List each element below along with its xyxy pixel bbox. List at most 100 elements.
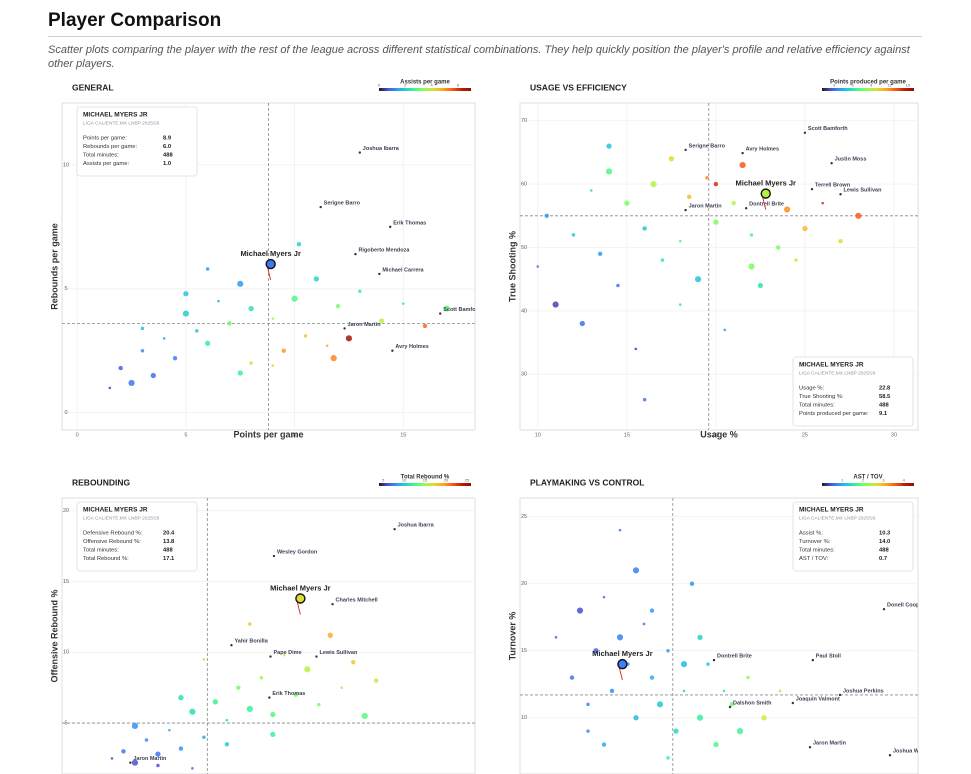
info-label: AST / TOV: xyxy=(799,556,828,562)
labeled-point xyxy=(741,151,744,155)
info-heading: MICHAEL MYERS JR xyxy=(799,362,864,369)
labeled-point xyxy=(838,693,842,697)
y-tick-label: 60 xyxy=(521,182,527,188)
league-point xyxy=(855,212,862,219)
league-point xyxy=(680,661,688,668)
chart-panel: REBOUNDING Joshua Ibarra Wesley Gordon Char… xyxy=(49,475,476,774)
labeled-point xyxy=(319,205,322,209)
point-label: Avry Holmes xyxy=(746,147,779,153)
league-point xyxy=(682,689,686,693)
panel-title: GENERAL xyxy=(72,82,114,92)
labeled-point xyxy=(358,151,361,154)
info-value: 9.1 xyxy=(879,411,888,417)
league-point xyxy=(313,276,319,282)
league-point xyxy=(237,280,244,287)
league-point xyxy=(757,282,764,289)
y-tick-label: 10 xyxy=(63,162,69,168)
colorbar-tick-label: 20 xyxy=(444,478,449,483)
league-point xyxy=(168,728,171,732)
league-point xyxy=(761,715,767,721)
info-heading: MICHAEL MYERS JR xyxy=(83,112,148,119)
league-point xyxy=(722,689,726,693)
league-point xyxy=(618,528,622,532)
info-label: Offensive Rebound %: xyxy=(83,539,141,545)
league-point xyxy=(642,397,647,402)
labeled-point xyxy=(888,754,892,757)
title-rule xyxy=(48,36,922,37)
league-point xyxy=(586,729,590,733)
labeled-point xyxy=(268,696,271,699)
info-box xyxy=(792,356,914,427)
y-tick-label: 50 xyxy=(521,245,527,251)
labeled-point xyxy=(230,644,233,647)
colorbar-tick-label: 6 xyxy=(457,83,460,88)
league-point xyxy=(660,258,665,262)
colorbar-tick-label: 1 xyxy=(841,478,844,483)
league-point xyxy=(616,634,624,641)
labeled-point xyxy=(728,705,732,709)
league-point xyxy=(802,225,808,232)
info-value: 22.8 xyxy=(879,386,891,392)
league-point xyxy=(304,666,311,673)
colorbar-tick-label: 3 xyxy=(882,478,885,483)
labeled-point xyxy=(810,187,814,191)
point-label: Jaron Martin xyxy=(133,756,167,762)
league-point xyxy=(713,741,719,748)
league-point xyxy=(327,632,333,638)
league-point xyxy=(162,337,166,340)
info-value: 488 xyxy=(163,153,173,159)
league-point xyxy=(296,242,302,247)
league-point xyxy=(271,317,275,320)
league-point xyxy=(224,742,230,747)
league-point xyxy=(270,731,276,738)
league-point xyxy=(749,233,754,237)
league-point xyxy=(748,263,755,270)
league-point xyxy=(236,685,241,690)
colorbar-tick-label: 10 xyxy=(402,478,407,483)
league-point xyxy=(317,702,321,707)
league-point xyxy=(150,372,156,379)
info-value: 488 xyxy=(163,548,173,554)
point-label: Joshua Wa xyxy=(893,749,923,755)
league-point xyxy=(642,226,647,231)
league-point xyxy=(606,143,612,149)
league-point xyxy=(632,567,640,574)
league-point xyxy=(778,689,782,693)
league-point xyxy=(202,658,206,661)
x-tick-label: 30 xyxy=(891,432,897,438)
colorbar-tick-label: 4 xyxy=(430,83,433,88)
labeled-point xyxy=(744,206,748,210)
point-label: Joshua Perkins xyxy=(843,688,884,694)
player-pointer xyxy=(267,267,272,281)
info-label: Usage %: xyxy=(799,386,825,392)
league-point xyxy=(108,386,112,390)
league-point xyxy=(642,622,646,626)
y-tick-label: 0 xyxy=(64,410,67,416)
x-axis-label: Usage % xyxy=(700,429,738,439)
league-point xyxy=(249,361,253,365)
colorbar-title: Total Rebound % xyxy=(401,475,450,481)
info-label: Total minutes: xyxy=(799,403,835,409)
league-point xyxy=(609,688,615,694)
league-point xyxy=(713,219,719,225)
point-label: Yahir Bonilla xyxy=(234,639,268,645)
info-value: 14.0 xyxy=(879,539,890,545)
point-label: Michael Carrera xyxy=(382,267,424,273)
league-point xyxy=(593,648,599,654)
league-point xyxy=(589,189,593,192)
league-point xyxy=(739,162,746,169)
labeled-point xyxy=(882,608,886,611)
point-label: Terrell Brown xyxy=(815,183,851,189)
labeled-point xyxy=(269,655,272,658)
point-label: Joshua Ibarra xyxy=(398,523,435,529)
point-label: Dalshon Smith xyxy=(733,700,772,706)
point-label: Jaron Martin xyxy=(689,204,723,210)
info-label: Assist %: xyxy=(799,531,823,537)
league-point xyxy=(666,648,670,653)
league-point xyxy=(189,708,196,715)
league-point xyxy=(616,283,620,288)
x-tick-label: 10 xyxy=(292,432,298,438)
info-box xyxy=(76,501,198,572)
info-league: LIGA CALIENTE.MX LNBP 2025/26 xyxy=(799,515,876,521)
